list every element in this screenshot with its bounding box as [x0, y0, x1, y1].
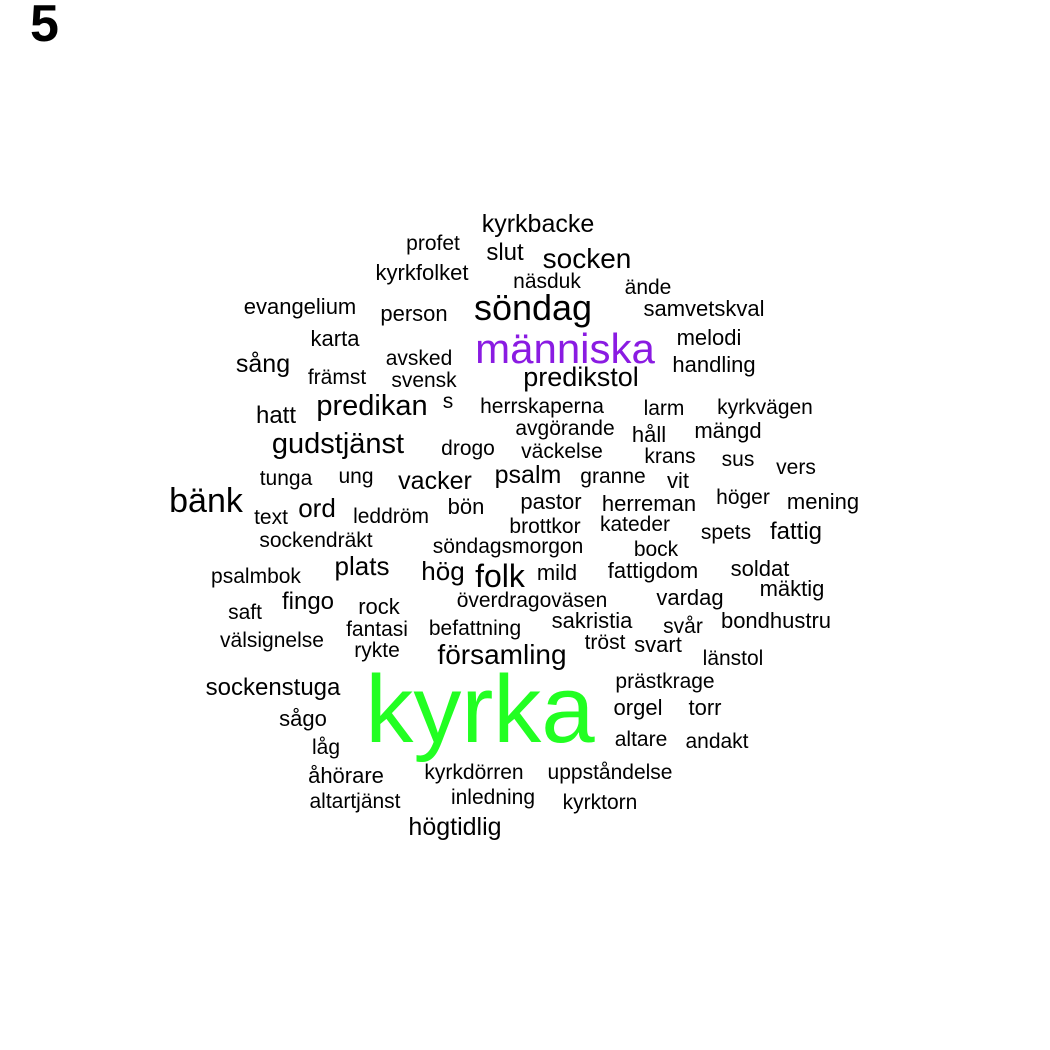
- word-evangelium: evangelium: [243, 294, 357, 319]
- word-nasduk: näsduk: [513, 270, 581, 293]
- word-fattigdom: fattigdom: [607, 558, 699, 583]
- word-prastkrage: prästkrage: [615, 670, 715, 693]
- word-svar: svår: [663, 615, 703, 638]
- word-hogtidlig: högtidlig: [408, 813, 502, 841]
- word-person: person: [380, 301, 448, 326]
- word-lanstol: länstol: [702, 647, 764, 670]
- word-bank: bänk: [169, 482, 243, 520]
- word-sakristia: sakristia: [551, 608, 633, 633]
- word-kyrkdorren: kyrkdörren: [424, 761, 524, 784]
- word-melodi: melodi: [676, 325, 742, 350]
- word-hall: håll: [631, 422, 667, 447]
- word-predikan: predikan: [316, 390, 428, 422]
- word-sockenstuga: sockenstuga: [205, 674, 341, 701]
- word-spets: spets: [700, 521, 752, 544]
- word-kateder: kateder: [599, 513, 671, 536]
- word-befattning: befattning: [428, 617, 522, 640]
- word-avgorande: avgörande: [515, 417, 615, 440]
- word-andakt: andakt: [685, 730, 749, 753]
- word-kyrkbacke: kyrkbacke: [481, 210, 595, 238]
- word-trost: tröst: [584, 631, 626, 654]
- word-lag: låg: [311, 736, 341, 759]
- word-profet: profet: [406, 232, 460, 255]
- word-drogo: drogo: [441, 437, 495, 460]
- word-bondhustru: bondhustru: [720, 608, 832, 633]
- word-mangd: mängd: [694, 418, 762, 443]
- word-svart: svart: [634, 632, 682, 657]
- word-svensk: svensk: [391, 369, 457, 392]
- word-fantasi: fantasi: [346, 618, 408, 641]
- word-fingo: fingo: [281, 588, 335, 615]
- word-altare: altare: [614, 728, 668, 751]
- word-fattig: fattig: [769, 518, 823, 545]
- word-predikstol: predikstol: [523, 362, 639, 392]
- word-psalm: psalm: [494, 461, 562, 489]
- word-ung: ung: [338, 465, 374, 488]
- word-vardag: vardag: [656, 585, 724, 610]
- word-vers: vers: [776, 456, 816, 479]
- word-sondag: söndag: [473, 287, 593, 328]
- word-orgel: orgel: [613, 695, 663, 720]
- word-leddrom: leddröm: [353, 505, 429, 528]
- word-kyrkfolket: kyrkfolket: [375, 260, 469, 285]
- word-sago: sågo: [279, 706, 327, 731]
- word-vit: vit: [667, 468, 689, 493]
- word-ahorare: åhörare: [308, 763, 384, 788]
- word-hoger: höger: [716, 486, 770, 509]
- word-forsamling: församling: [437, 639, 567, 670]
- panel-label: 5: [30, 0, 59, 53]
- word-maktig: mäktig: [759, 576, 825, 601]
- word-samvetskval: samvetskval: [643, 296, 765, 321]
- word-handling: handling: [672, 352, 756, 377]
- word-kyrktorn: kyrktorn: [562, 791, 638, 814]
- word-saft: saft: [228, 601, 262, 624]
- word-kyrkvagen: kyrkvägen: [717, 396, 813, 419]
- word-overdragovasen: överdragoväsen: [456, 589, 608, 612]
- word-socken: socken: [542, 243, 632, 274]
- word-text: text: [254, 506, 288, 529]
- word-pastor: pastor: [520, 489, 582, 514]
- word-soldat: soldat: [730, 556, 790, 581]
- word-brottkor: brottkor: [509, 515, 581, 538]
- word-rock: rock: [358, 594, 400, 619]
- word-psalmbok: psalmbok: [211, 565, 301, 588]
- word-ord: ord: [298, 493, 336, 523]
- word-herreman: herreman: [601, 491, 697, 516]
- word-altartjanst: altartjänst: [309, 790, 401, 813]
- word-vacker: vacker: [398, 467, 472, 495]
- word-herrskaperna: herrskaperna: [480, 395, 604, 418]
- word-framst: främst: [307, 366, 367, 389]
- word-kyrka: kyrka: [365, 656, 595, 763]
- word-plats: plats: [334, 551, 390, 581]
- word-ande: ände: [624, 276, 672, 299]
- word-bon: bön: [447, 494, 485, 519]
- word-s: s: [442, 390, 454, 413]
- word-sus: sus: [721, 448, 755, 471]
- word-folk: folk: [475, 558, 525, 594]
- word-hatt: hatt: [255, 402, 297, 429]
- word-inledning: inledning: [450, 786, 536, 809]
- word-sang: sång: [235, 350, 291, 378]
- word-gudstjanst: gudstjänst: [271, 428, 405, 460]
- word-bock: bock: [633, 538, 679, 561]
- word-sondagsmorgon: söndagsmorgon: [432, 535, 584, 558]
- word-avsked: avsked: [385, 347, 453, 370]
- word-vackelse: väckelse: [521, 440, 603, 463]
- word-torr: torr: [688, 695, 722, 720]
- word-hog: hög: [421, 556, 465, 586]
- word-slut: slut: [486, 239, 524, 266]
- word-valsignelse: välsignelse: [220, 629, 324, 652]
- word-karta: karta: [310, 326, 360, 351]
- word-manniska: människa: [475, 325, 655, 372]
- word-mening: mening: [786, 489, 860, 514]
- word-krans: krans: [644, 445, 696, 468]
- word-rykte: rykte: [354, 639, 400, 662]
- word-uppstandelse: uppståndelse: [547, 761, 673, 784]
- word-granne: granne: [580, 465, 646, 488]
- word-mild: mild: [536, 560, 578, 585]
- word-sockendrakt: sockendräkt: [259, 529, 373, 552]
- word-larm: larm: [643, 397, 685, 420]
- word-tunga: tunga: [259, 467, 313, 490]
